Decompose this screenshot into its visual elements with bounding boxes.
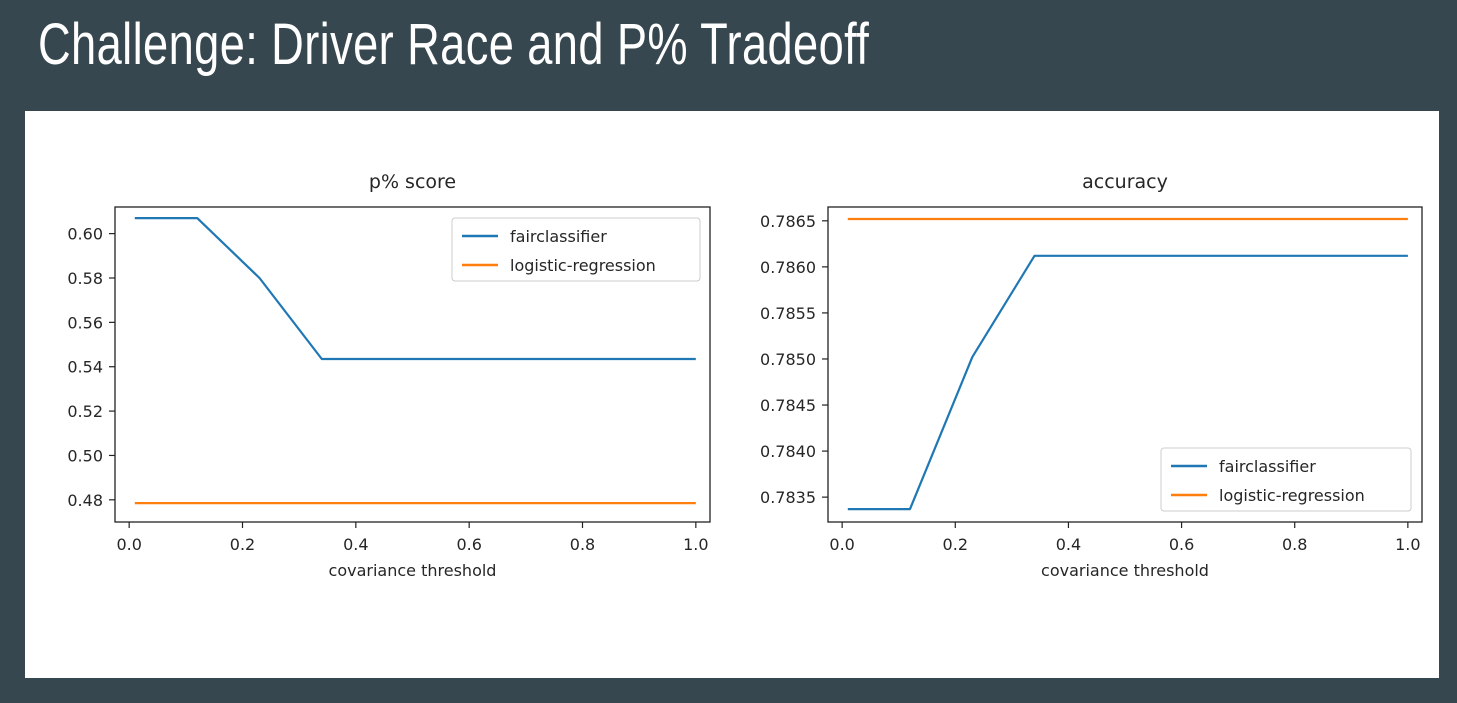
- figure-panel: p% score 0.0 0.2 0.4 0.6 0.8 1.0 0.48 0.50 0.52 0.…: [25, 111, 1439, 678]
- chart0-ytick-label: 0.54: [67, 358, 103, 377]
- chart0-ytick-label: 0.52: [67, 402, 103, 421]
- chart0-axes-frame: [114, 206, 711, 523]
- chart0-xtick-label: 0.8: [570, 535, 595, 554]
- chart1-xtick-label: 1.0: [1395, 535, 1420, 554]
- chart0-title: p% score: [369, 171, 456, 193]
- chart1-xtick-label: 0.4: [1056, 535, 1081, 554]
- chart1-ytick-label: 0.7855: [760, 304, 816, 323]
- chart1-axes-frame: [827, 206, 1423, 523]
- chart1-ytick-label: 0.7865: [760, 212, 816, 231]
- chart-accuracy-svg: accuracy 0.0 0.2 0.4 0.6 0.8 1.0 0.7835 0.7840 0.…: [760, 171, 1423, 580]
- chart0-xlabel: covariance threshold: [329, 561, 497, 580]
- chart1-ytick-label: 0.7850: [760, 350, 816, 369]
- chart0-xtick-label: 0.4: [343, 535, 368, 554]
- chart-p-percent-score: p% score 0.0 0.2 0.4 0.6 0.8 1.0 0.48 0.50 0.52 0.…: [25, 111, 725, 678]
- chart1-series-fairclassifier-line: [847, 254, 1408, 511]
- chart1-title: accuracy: [1082, 171, 1168, 193]
- chart0-ytick-label: 0.56: [67, 313, 103, 332]
- chart0-ytick-label: 0.50: [67, 446, 103, 465]
- chart0-xtick-label: 0.6: [456, 535, 481, 554]
- chart1-xlabel: covariance threshold: [1041, 561, 1209, 580]
- chart0-xtick-label: 1.0: [683, 535, 708, 554]
- chart1-ytick-label: 0.7840: [760, 442, 816, 461]
- chart0-ytick-label: 0.58: [67, 269, 103, 288]
- chart1-ytick-label: 0.7860: [760, 258, 816, 277]
- chart0-xtick-label: 0.0: [116, 535, 141, 554]
- chart1-ytick-label: 0.7835: [760, 488, 816, 507]
- chart0-legend-label-logistic-regression: logistic-regression: [510, 256, 656, 275]
- chart1-ytick-label: 0.7845: [760, 396, 816, 415]
- chart0-ytick-label: 0.48: [67, 491, 103, 510]
- chart1-xtick-label: 0.6: [1169, 535, 1194, 554]
- chart1-xtick-label: 0.2: [943, 535, 968, 554]
- chart0-ytick-label: 0.60: [67, 225, 103, 244]
- chart0-legend-box: [451, 217, 701, 282]
- chart0-legend-label-fairclassifier: fairclassifier: [510, 227, 607, 246]
- chart-accuracy: accuracy 0.0 0.2 0.4 0.6 0.8 1.0 0.7835 0.7840 0.…: [25, 111, 1439, 678]
- chart0-series-fairclassifier-line: [134, 216, 696, 361]
- chart-p-percent-score-svg: p% score 0.0 0.2 0.4 0.6 0.8 1.0 0.48 0.50 0.52 0.…: [67, 171, 711, 580]
- chart1-legend-label-logistic-regression: logistic-regression: [1219, 486, 1365, 505]
- chart1-xtick-label: 0.0: [829, 535, 854, 554]
- chart1-xtick-label: 0.8: [1282, 535, 1307, 554]
- chart1-legend-label-fairclassifier: fairclassifier: [1219, 457, 1316, 476]
- slide-title: Challenge: Driver Race and P% Tradeoff: [38, 12, 870, 77]
- chart0-xtick-label: 0.2: [230, 535, 255, 554]
- chart1-legend-box: [1160, 447, 1412, 512]
